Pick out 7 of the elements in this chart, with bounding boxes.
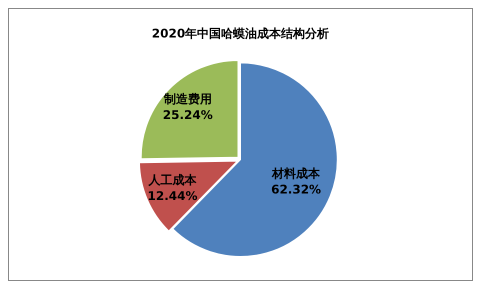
- data-label: 62.32%: [271, 182, 322, 196]
- chart-title: 2020年中国哈蟆油成本结构分析: [152, 26, 330, 40]
- slice-label: 材料成本: [271, 166, 322, 180]
- data-label: 12.44%: [148, 189, 198, 204]
- slice-label: 制造费用: [162, 92, 212, 106]
- slice-label: 人工成本: [148, 173, 198, 188]
- data-label: 25.24%: [162, 108, 213, 122]
